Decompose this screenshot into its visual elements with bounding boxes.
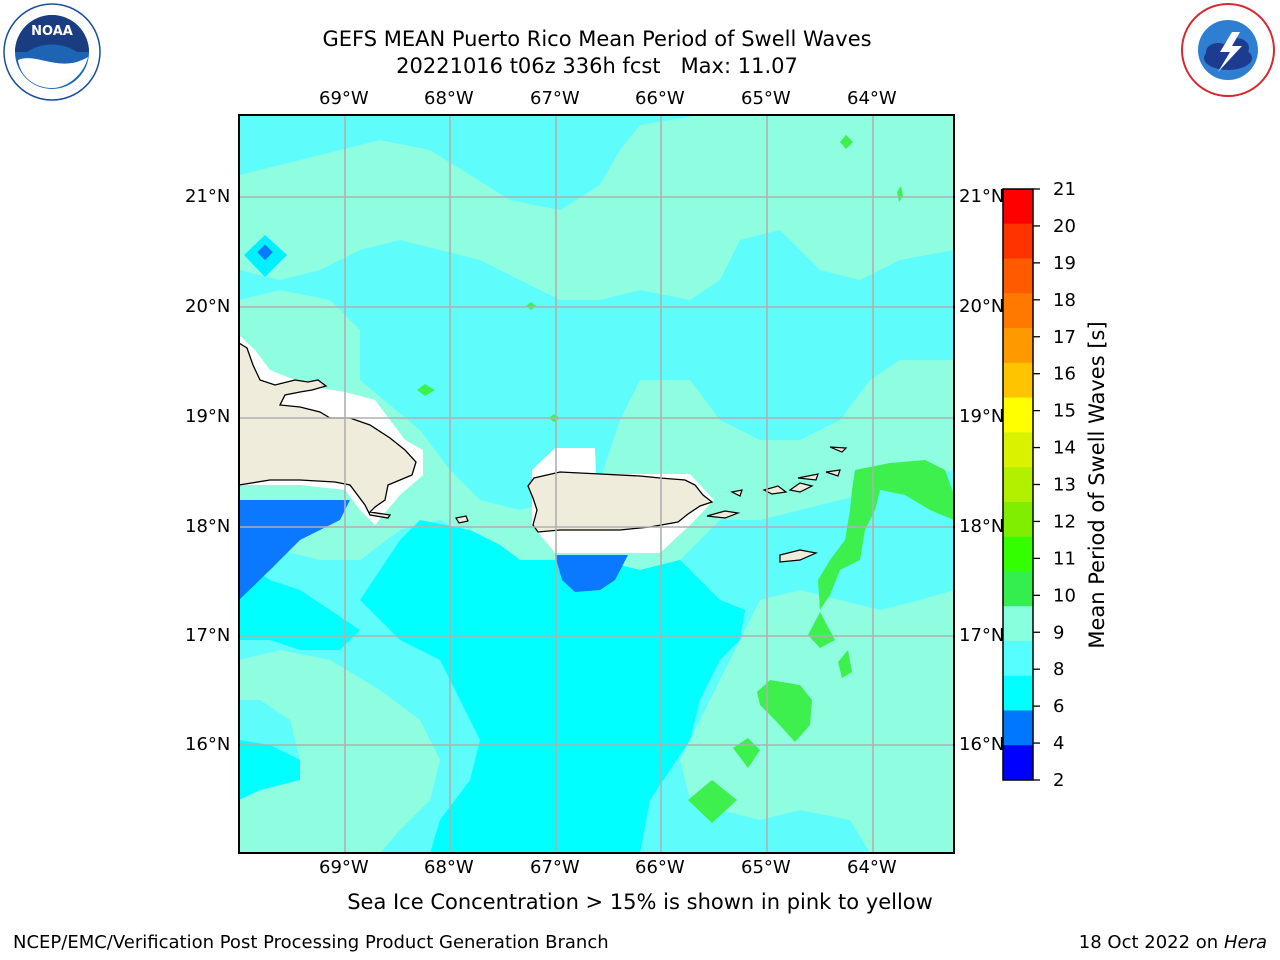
lon-label-bottom: 68°W [424,857,474,878]
colorbar-tick-label: 20 [1053,216,1076,237]
lon-label-top: 69°W [319,88,369,109]
colorbar-tick-label: 14 [1053,438,1076,459]
colorbar-tick-label: 16 [1053,364,1076,385]
gridlines [239,115,954,853]
colorbar-bin [1003,640,1033,677]
colorbar-tick-label: 6 [1053,696,1064,717]
sea-ice-caption-text: Sea Ice Concentration > 15% is shown in … [347,890,933,914]
footer-host: Hera [1223,932,1267,953]
lat-label-left: 21°N [185,186,231,207]
lon-label-top: 66°W [635,88,685,109]
lon-label-bottom: 67°W [530,857,580,878]
lat-label-left: 17°N [185,625,231,646]
lon-label-bottom: 64°W [847,857,897,878]
sea-ice-caption: Sea Ice Concentration > 15% is shown in … [0,890,1280,914]
footer-credit: NCEP/EMC/Verification Post Processing Pr… [13,932,609,953]
lat-label-right: 19°N [959,406,1005,427]
colorbar-ticks: 21 20 19 18 17 16 15 14 13 12 11 10 9 8 6 4 2 [1033,179,1076,791]
colorbar-tick-label: 17 [1053,327,1076,348]
colorbar-tick-label: 10 [1053,585,1076,606]
virgin-islands [762,446,848,563]
lat-label-right: 21°N [959,186,1005,207]
footer-date-text: 18 Oct 2022 on [1078,932,1224,953]
map-frame [238,114,955,854]
map-title: GEFS MEAN Puerto Rico Mean Period of Swe… [322,27,872,51]
nws-logo-icon [1180,2,1276,98]
colorbar-tick-label: 21 [1053,179,1076,200]
colorbar [1003,189,1033,781]
svg-text:NOAA: NOAA [31,24,73,39]
lon-label-top: 67°W [530,88,580,109]
lon-label-bottom: 66°W [635,857,685,878]
lon-label-bottom: 65°W [741,857,791,878]
footer-date: 18 Oct 2022 on Hera [1079,932,1267,953]
lon-label-top: 64°W [847,88,897,109]
colorbar-tick-label: 11 [1053,548,1076,569]
colorbar-tick-label: 9 [1053,622,1064,643]
colorbar-bin [1003,501,1033,538]
culebra-island [730,489,743,497]
colorbar-bin [1003,536,1033,572]
puerto-rico-land [527,471,714,533]
lat-label-right: 16°N [959,734,1005,755]
colorbar-tick-label: 13 [1053,475,1076,496]
lat-label-right: 18°N [959,516,1005,537]
field-low-spot [257,244,273,261]
noaa-logo-icon: NOAA [2,2,102,102]
colorbar-bin [1003,606,1033,642]
colorbar-bin [1003,571,1033,607]
colorbar-bin [1003,293,1033,329]
lon-label-bottom: 69°W [319,857,369,878]
lon-label-top: 68°W [424,88,474,109]
colorbar-bin [1003,745,1033,781]
hispaniola-land [239,342,417,519]
small-island-icon [455,515,469,524]
colorbar-bin [1003,467,1033,503]
field-9-10s [239,115,954,853]
colorbar-tick-label: 18 [1053,290,1076,311]
colorbar-bin [1003,223,1033,260]
lat-label-left: 16°N [185,734,231,755]
colorbar-bin [1003,328,1033,364]
lat-label-right: 17°N [959,625,1005,646]
colorbar-tick-label: 8 [1053,659,1064,680]
colorbar-bin [1003,675,1033,711]
map-subtitle: 20221016 t06z 336h fcst Max: 11.07 [396,54,798,78]
lat-label-right: 20°N [959,296,1005,317]
colorbar-tick-label: 15 [1053,401,1076,422]
colorbar-tick-label: 12 [1053,511,1076,532]
lat-label-left: 19°N [185,406,231,427]
lat-label-left: 20°N [185,296,231,317]
lon-label-top: 65°W [741,88,791,109]
colorbar-tick-label: 19 [1053,253,1076,274]
map-area [239,115,954,853]
colorbar-bin [1003,362,1033,399]
colorbar-tick-label: 2 [1053,770,1064,791]
colorbar-bin [1003,432,1033,468]
colorbar-bin [1003,397,1033,433]
vieques-island [706,510,741,519]
field-6-8s [239,520,745,853]
colorbar-bin [1003,258,1033,294]
colorbar-bin [1003,189,1033,225]
colorbar-tick-label: 4 [1053,733,1064,754]
colorbar-bin [1003,710,1033,746]
colorbar-label: Mean Period of Swell Waves [s] [1085,321,1109,649]
lat-label-left: 18°N [185,516,231,537]
